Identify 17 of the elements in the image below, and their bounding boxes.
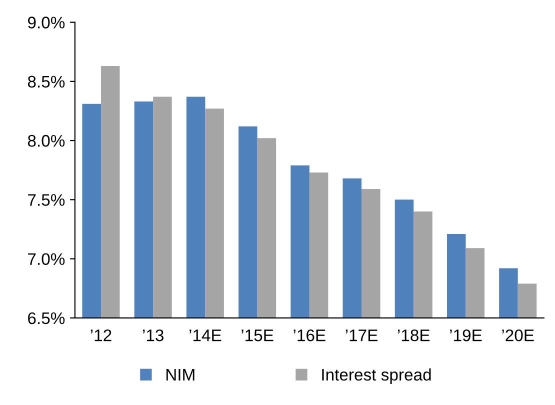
- x-tick-label: ’15E: [242, 330, 274, 342]
- legend-label: NIM: [166, 369, 194, 380]
- y-tick-label: 6.5%: [28, 312, 65, 324]
- x-tick-label: ’17E: [346, 330, 378, 342]
- x-tick-label: ’20E: [502, 329, 534, 342]
- x-tick-label: ’12: [90, 329, 112, 342]
- x-tick-label: ’19E: [450, 329, 482, 342]
- y-tick-label: 8.5%: [28, 76, 65, 88]
- x-tick-label: ’18E: [398, 329, 430, 342]
- y-tick-label: 7.0%: [28, 253, 65, 265]
- x-tick-label: ’13: [143, 329, 164, 342]
- x-tick-label: ’16E: [294, 329, 326, 342]
- y-tick-label: 9.0%: [28, 16, 65, 28]
- x-tick-label: ’14E: [190, 330, 222, 342]
- legend-label: Interest spread: [322, 368, 431, 384]
- y-tick-label: 7.5%: [28, 194, 65, 206]
- y-tick-label: 8.0%: [28, 134, 65, 147]
